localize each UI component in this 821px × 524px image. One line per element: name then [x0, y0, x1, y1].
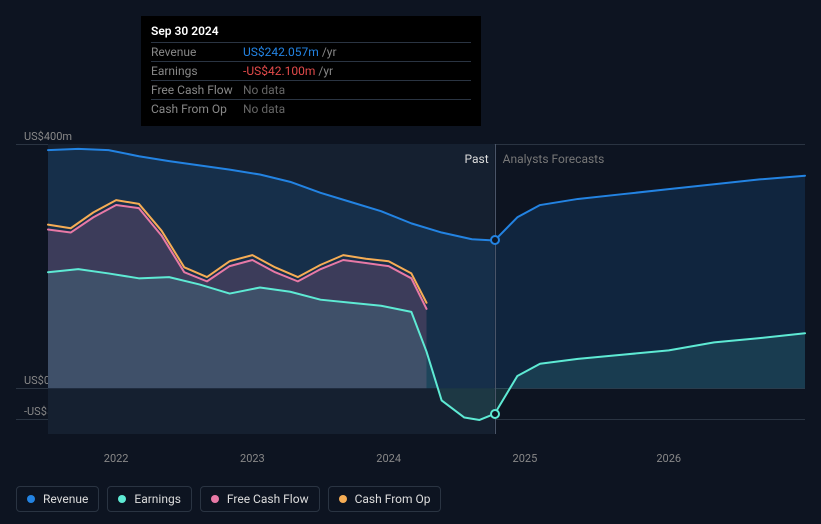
legend-label: Earnings: [134, 492, 181, 506]
past-section-label: Past: [464, 152, 488, 166]
tooltip-row-unit: /yr: [322, 45, 337, 59]
tooltip-row-unit: /yr: [318, 64, 333, 78]
tooltip-date: Sep 30 2024: [151, 24, 471, 38]
tooltip-row: Cash From OpNo data: [151, 99, 471, 118]
legend-dot: [211, 495, 219, 503]
tooltip-row-value: US$242.057m: [243, 45, 319, 59]
legend-item-revenue[interactable]: Revenue: [16, 486, 99, 512]
tooltip-row-value: No data: [243, 102, 285, 116]
x-axis-label: 2022: [104, 452, 129, 465]
tooltip-row: Earnings-US$42.100m/yr: [151, 61, 471, 80]
tooltip-row-value: No data: [243, 83, 285, 97]
legend-dot: [118, 495, 126, 503]
legend-dot: [27, 495, 35, 503]
tooltip-row: Free Cash FlowNo data: [151, 80, 471, 99]
hover-marker-earnings: [490, 409, 500, 419]
tooltip-row-label: Cash From Op: [151, 102, 243, 116]
y-axis-label: US$400m: [24, 130, 72, 143]
legend-label: Cash From Op: [355, 492, 431, 506]
tooltip-row-label: Revenue: [151, 45, 243, 59]
legend-item-earnings[interactable]: Earnings: [107, 486, 192, 512]
x-axis-label: 2026: [656, 452, 681, 465]
x-axis-label: 2023: [240, 452, 265, 465]
chart-legend: Revenue Earnings Free Cash Flow Cash From O…: [16, 486, 441, 512]
legend-item-cash-from-op[interactable]: Cash From Op: [328, 486, 442, 512]
legend-label: Revenue: [43, 492, 88, 506]
hover-line: [495, 144, 496, 434]
tooltip-row: RevenueUS$242.057m/yr: [151, 42, 471, 61]
chart-svg: [16, 144, 805, 434]
tooltip-row-label: Free Cash Flow: [151, 83, 243, 97]
earnings-chart: US$400mUS$0-US$50m Past Analysts Forecas…: [16, 124, 805, 449]
plot-area[interactable]: Past Analysts Forecasts: [16, 144, 805, 434]
legend-dot: [339, 495, 347, 503]
legend-label: Free Cash Flow: [227, 492, 309, 506]
x-axis-label: 2024: [376, 452, 401, 465]
tooltip-row-value: -US$42.100m: [243, 64, 315, 78]
x-axis-label: 2025: [513, 452, 538, 465]
tooltip-row-label: Earnings: [151, 64, 243, 78]
hover-marker-revenue: [490, 235, 500, 245]
chart-tooltip: Sep 30 2024 RevenueUS$242.057m/yrEarning…: [141, 16, 481, 126]
forecast-section-label: Analysts Forecasts: [503, 152, 605, 166]
legend-item-free-cash-flow[interactable]: Free Cash Flow: [200, 486, 320, 512]
